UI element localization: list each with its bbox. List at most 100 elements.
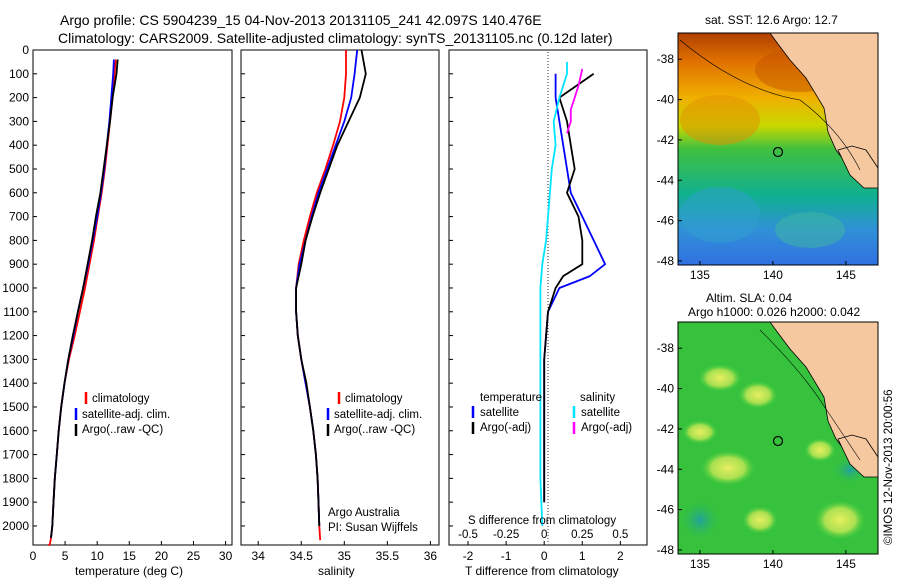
sst-profile-marker: [772, 146, 784, 158]
map1-lat-tick-1: -40: [657, 382, 675, 396]
sla-map-title-2: Argo h1000: 0.026 h2000: 0.042: [688, 305, 860, 319]
depth-tick-1700: 1700: [2, 448, 29, 462]
difference-series-line-3: [566, 68, 584, 134]
depth-tick-1500: 1500: [2, 400, 29, 414]
depth-tick-200: 200: [9, 91, 29, 105]
legend-label-t-argo: Argo(-adj): [480, 422, 531, 434]
temperature-x-tick-3: 15: [123, 549, 137, 563]
difference-series-line-2: [539, 61, 568, 527]
s-diff-tick-1: -0.25: [493, 529, 519, 541]
s-difference-label: S difference from climatology: [468, 515, 616, 527]
temperature-x-tick-2: 10: [91, 549, 105, 563]
map0-lon-tick-2: 145: [836, 268, 856, 282]
difference-x-tick-2: 0: [541, 549, 548, 563]
depth-tick-1100: 1100: [3, 305, 29, 319]
legend-label-salinity: salinity: [580, 392, 615, 404]
legend-label-t-satellite: satellite: [480, 407, 519, 419]
imos-watermark: ©IMOS 12-Nov-2013 20:00:56: [883, 389, 895, 545]
sla-isobath: [759, 329, 861, 461]
depth-tick-500: 500: [9, 162, 29, 176]
map1-lat-tick-3: -44: [657, 462, 675, 476]
depth-axis: 0 100 200 300 400 500 600 700 800 900 1000 1100 1200…: [2, 43, 37, 533]
temperature-x-label: temperature (deg C): [75, 564, 183, 578]
difference-panel: -2 -1 0 1 2 temperature satellite Argo(-adj)…: [448, 49, 648, 578]
legend-label-argo: Argo(..raw -QC): [334, 424, 415, 436]
difference-x-tick-0: -2: [463, 549, 474, 563]
sla-map-title-1: Altim. SLA: 0.04: [706, 291, 792, 305]
legend-label-temperature: temperature: [480, 392, 542, 404]
difference-x-tick-4: 2: [617, 549, 624, 563]
sst-isobath: [679, 39, 861, 171]
temperature-series: [48, 59, 119, 546]
depth-tick-100: 100: [9, 67, 29, 81]
depth-tick-1600: 1600: [2, 424, 29, 438]
legend-label-argo: Argo(..raw -QC): [82, 424, 163, 436]
map0-lat-tick-3: -44: [657, 173, 675, 187]
depth-tick-1000: 1000: [2, 281, 29, 295]
sst-map-frame: [677, 32, 879, 266]
depth-tick-400: 400: [9, 138, 29, 152]
difference-frame: [448, 49, 648, 546]
map1-lat-tick-4: -46: [657, 503, 675, 517]
depth-tick-900: 900: [9, 257, 29, 271]
legend-label-climatology: climatology: [345, 393, 403, 405]
depth-tick-300: 300: [9, 114, 29, 128]
temperature-series-line-2: [50, 59, 119, 538]
temperature-x-tick-1: 5: [62, 549, 69, 563]
map1-lat-tick-2: -42: [657, 422, 675, 436]
legend-label-satellite: satellite-adj. clim.: [334, 409, 422, 421]
annotation-pi: PI: Susan Wijffels: [328, 522, 418, 534]
map1-lat-tick-0: -38: [657, 341, 675, 355]
t-difference-x-axis: -2 -1 0 1 2: [449, 49, 624, 563]
depth-tick-800: 800: [9, 233, 29, 247]
temperature-legend: climatology satellite-adj. clim. Argo(..…: [74, 392, 170, 436]
sla-tasmania: [837, 434, 878, 478]
legend-label-satellite: satellite-adj. clim.: [82, 409, 170, 421]
map1-lon-tick-1: 140: [763, 557, 783, 571]
temperature-x-tick-6: 30: [219, 549, 233, 563]
difference-x-tick-1: -1: [501, 549, 512, 563]
t-difference-x-label: T difference from climatology: [465, 564, 619, 578]
depth-tick-700: 700: [9, 210, 29, 224]
difference-series-line-0: [543, 73, 606, 503]
sst-map-axes: 135 140 145 -38 -40 -42 -44 -46 -48: [657, 52, 857, 282]
difference-series: [539, 61, 606, 527]
difference-legend: temperature satellite Argo(-adj) salinit…: [471, 392, 632, 434]
depth-tick-0: 0: [22, 43, 29, 57]
salinity-series: [295, 49, 367, 541]
map0-lon-tick-0: 135: [690, 268, 710, 282]
sla-map-axes: 135 140 145 -38 -40 -42 -44 -46 -48: [657, 341, 857, 571]
salinity-x-tick-3: 35.5: [376, 549, 400, 563]
depth-tick-1400: 1400: [2, 376, 29, 390]
map0-lat-tick-4: -46: [657, 214, 675, 228]
map0-lat-tick-2: -42: [657, 133, 675, 147]
map1-lat-tick-5: -48: [657, 543, 675, 557]
map0-lon-tick-1: 140: [763, 268, 783, 282]
salinity-x-axis: 34 34.5 35 35.5 36: [241, 49, 438, 563]
legend-label-s-argo: Argo(-adj): [581, 422, 632, 434]
salinity-x-tick-4: 36: [424, 549, 438, 563]
difference-x-tick-3: 1: [579, 549, 586, 563]
salinity-series-line-2: [295, 49, 367, 527]
sla-field: [678, 322, 878, 554]
sla-map-frame: [677, 321, 879, 555]
sst-map: sat. SST: 12.6 Argo: 12.7 135 140 145 -38 -4…: [657, 13, 879, 282]
map0-lat-tick-1: -40: [657, 93, 675, 107]
salinity-x-tick-2: 35: [338, 549, 352, 563]
depth-tick-1200: 1200: [2, 329, 29, 343]
legend-label-s-satellite: satellite: [581, 407, 620, 419]
sst-tasmania: [837, 145, 878, 189]
salinity-legend: climatology satellite-adj. clim. Argo(..…: [326, 392, 422, 436]
depth-tick-2000: 2000: [2, 519, 29, 533]
s-diff-tick-0: -0.5: [458, 529, 478, 541]
salinity-x-label: salinity: [318, 564, 355, 578]
legend-label-climatology: climatology: [92, 393, 150, 405]
s-diff-tick-3: 0.25: [571, 529, 593, 541]
sst-field: [678, 33, 878, 265]
map0-lat-tick-5: -48: [657, 254, 675, 268]
temperature-x-axis: 0 5 10 15 20 25 30: [30, 541, 233, 563]
depth-tick-1800: 1800: [2, 471, 29, 485]
s-diff-tick-2: 0: [541, 529, 547, 541]
salinity-x-tick-0: 34: [252, 549, 266, 563]
map0-lat-tick-0: -38: [657, 52, 675, 66]
